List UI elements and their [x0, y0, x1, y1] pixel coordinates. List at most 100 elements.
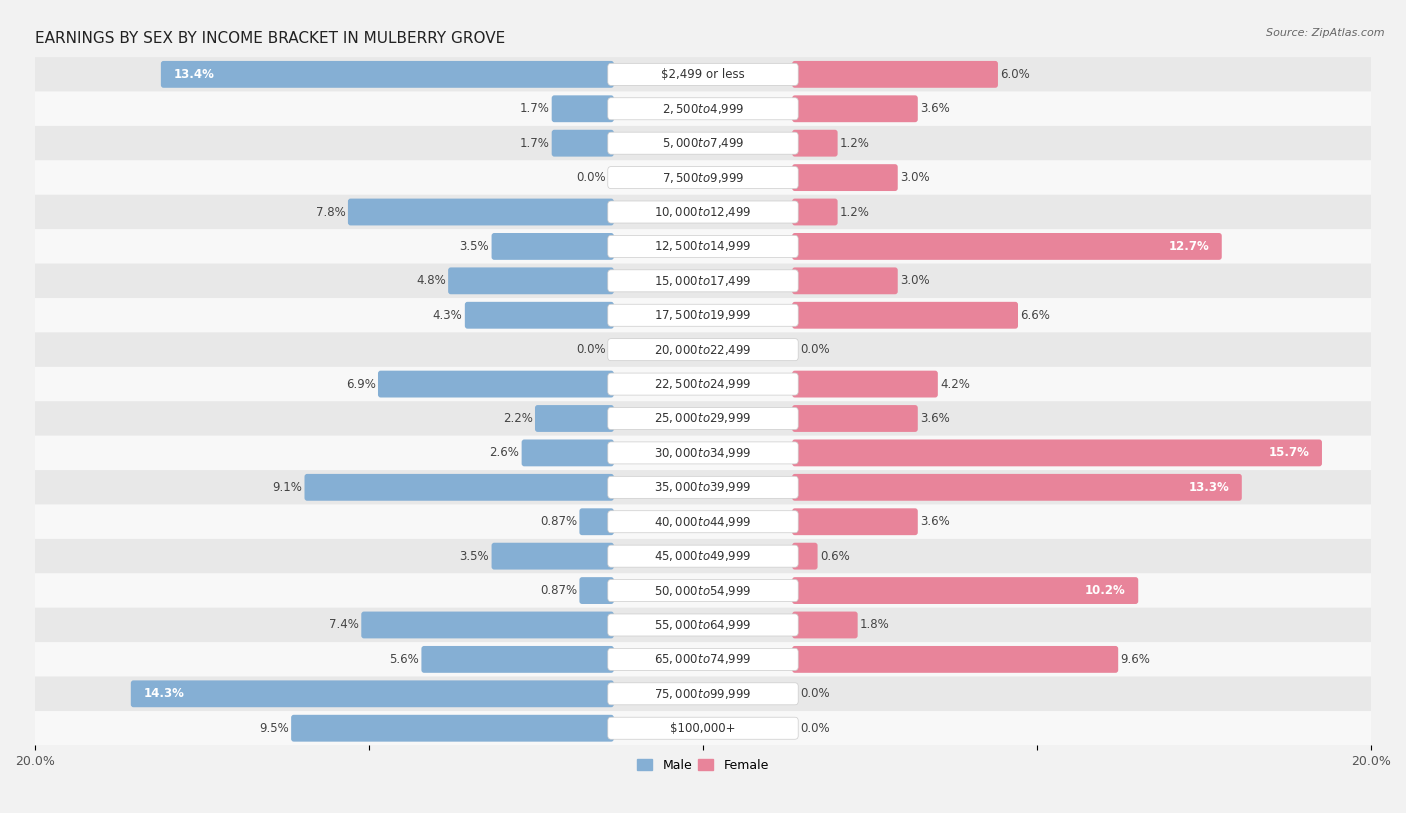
Text: $2,499 or less: $2,499 or less [661, 67, 745, 80]
FancyBboxPatch shape [35, 676, 1371, 711]
FancyBboxPatch shape [378, 371, 614, 398]
FancyBboxPatch shape [534, 405, 614, 432]
Text: $22,500 to $24,999: $22,500 to $24,999 [654, 377, 752, 391]
FancyBboxPatch shape [492, 233, 614, 260]
FancyBboxPatch shape [492, 543, 614, 570]
FancyBboxPatch shape [35, 160, 1371, 195]
Text: 3.5%: 3.5% [460, 550, 489, 563]
FancyBboxPatch shape [551, 95, 614, 122]
FancyBboxPatch shape [607, 133, 799, 154]
FancyBboxPatch shape [607, 63, 799, 85]
FancyBboxPatch shape [607, 511, 799, 533]
FancyBboxPatch shape [792, 474, 1241, 501]
FancyBboxPatch shape [607, 236, 799, 258]
FancyBboxPatch shape [792, 267, 898, 294]
FancyBboxPatch shape [522, 440, 614, 467]
FancyBboxPatch shape [792, 95, 918, 122]
FancyBboxPatch shape [792, 646, 1118, 673]
Text: 7.8%: 7.8% [316, 206, 346, 219]
Text: 3.0%: 3.0% [900, 274, 929, 287]
FancyBboxPatch shape [35, 470, 1371, 505]
FancyBboxPatch shape [35, 263, 1371, 298]
Text: $35,000 to $39,999: $35,000 to $39,999 [654, 480, 752, 494]
FancyBboxPatch shape [792, 611, 858, 638]
Text: 0.87%: 0.87% [540, 515, 576, 528]
FancyBboxPatch shape [607, 546, 799, 567]
Text: 0.6%: 0.6% [820, 550, 849, 563]
FancyBboxPatch shape [35, 505, 1371, 539]
Text: 1.7%: 1.7% [519, 102, 550, 115]
FancyBboxPatch shape [607, 476, 799, 498]
Text: $40,000 to $44,999: $40,000 to $44,999 [654, 515, 752, 528]
Text: 9.6%: 9.6% [1121, 653, 1150, 666]
FancyBboxPatch shape [607, 373, 799, 395]
FancyBboxPatch shape [35, 436, 1371, 470]
FancyBboxPatch shape [792, 61, 998, 88]
Text: $25,000 to $29,999: $25,000 to $29,999 [654, 411, 752, 425]
Text: EARNINGS BY SEX BY INCOME BRACKET IN MULBERRY GROVE: EARNINGS BY SEX BY INCOME BRACKET IN MUL… [35, 31, 505, 46]
Text: 6.6%: 6.6% [1021, 309, 1050, 322]
FancyBboxPatch shape [35, 298, 1371, 333]
FancyBboxPatch shape [792, 508, 918, 535]
FancyBboxPatch shape [160, 61, 614, 88]
FancyBboxPatch shape [792, 577, 1139, 604]
Text: $2,500 to $4,999: $2,500 to $4,999 [662, 102, 744, 115]
Text: $30,000 to $34,999: $30,000 to $34,999 [654, 446, 752, 460]
Legend: Male, Female: Male, Female [633, 754, 773, 777]
Text: 13.3%: 13.3% [1188, 480, 1229, 493]
Text: 3.5%: 3.5% [460, 240, 489, 253]
Text: Source: ZipAtlas.com: Source: ZipAtlas.com [1267, 28, 1385, 38]
Text: $10,000 to $12,499: $10,000 to $12,499 [654, 205, 752, 219]
FancyBboxPatch shape [607, 614, 799, 636]
FancyBboxPatch shape [607, 270, 799, 292]
Text: 3.6%: 3.6% [920, 515, 950, 528]
FancyBboxPatch shape [792, 371, 938, 398]
Text: 0.0%: 0.0% [576, 171, 606, 184]
FancyBboxPatch shape [792, 233, 1222, 260]
Text: $7,500 to $9,999: $7,500 to $9,999 [662, 171, 744, 185]
FancyBboxPatch shape [792, 543, 817, 570]
FancyBboxPatch shape [305, 474, 614, 501]
FancyBboxPatch shape [35, 711, 1371, 746]
Text: 9.5%: 9.5% [259, 722, 288, 735]
Text: 6.9%: 6.9% [346, 377, 375, 390]
FancyBboxPatch shape [35, 229, 1371, 263]
Text: 4.8%: 4.8% [416, 274, 446, 287]
FancyBboxPatch shape [35, 402, 1371, 436]
FancyBboxPatch shape [792, 164, 898, 191]
Text: 3.6%: 3.6% [920, 412, 950, 425]
Text: 0.0%: 0.0% [800, 687, 830, 700]
FancyBboxPatch shape [792, 440, 1322, 467]
Text: 7.4%: 7.4% [329, 619, 359, 632]
FancyBboxPatch shape [607, 304, 799, 326]
Text: $45,000 to $49,999: $45,000 to $49,999 [654, 549, 752, 563]
FancyBboxPatch shape [35, 642, 1371, 676]
Text: 13.4%: 13.4% [173, 67, 215, 80]
Text: 9.1%: 9.1% [273, 480, 302, 493]
FancyBboxPatch shape [607, 442, 799, 464]
FancyBboxPatch shape [422, 646, 614, 673]
Text: 10.2%: 10.2% [1085, 584, 1126, 597]
FancyBboxPatch shape [35, 195, 1371, 229]
Text: $17,500 to $19,999: $17,500 to $19,999 [654, 308, 752, 322]
FancyBboxPatch shape [607, 98, 799, 120]
Text: $75,000 to $99,999: $75,000 to $99,999 [654, 687, 752, 701]
FancyBboxPatch shape [35, 539, 1371, 573]
FancyBboxPatch shape [35, 126, 1371, 160]
Text: 0.0%: 0.0% [800, 343, 830, 356]
FancyBboxPatch shape [607, 717, 799, 739]
Text: 0.87%: 0.87% [540, 584, 576, 597]
Text: 2.2%: 2.2% [503, 412, 533, 425]
Text: 1.8%: 1.8% [860, 619, 890, 632]
Text: $100,000+: $100,000+ [671, 722, 735, 735]
FancyBboxPatch shape [792, 198, 838, 225]
FancyBboxPatch shape [607, 201, 799, 223]
Text: 5.6%: 5.6% [389, 653, 419, 666]
Text: 1.7%: 1.7% [519, 137, 550, 150]
FancyBboxPatch shape [607, 167, 799, 189]
FancyBboxPatch shape [792, 130, 838, 157]
Text: 3.0%: 3.0% [900, 171, 929, 184]
FancyBboxPatch shape [607, 649, 799, 671]
FancyBboxPatch shape [35, 333, 1371, 367]
FancyBboxPatch shape [551, 130, 614, 157]
